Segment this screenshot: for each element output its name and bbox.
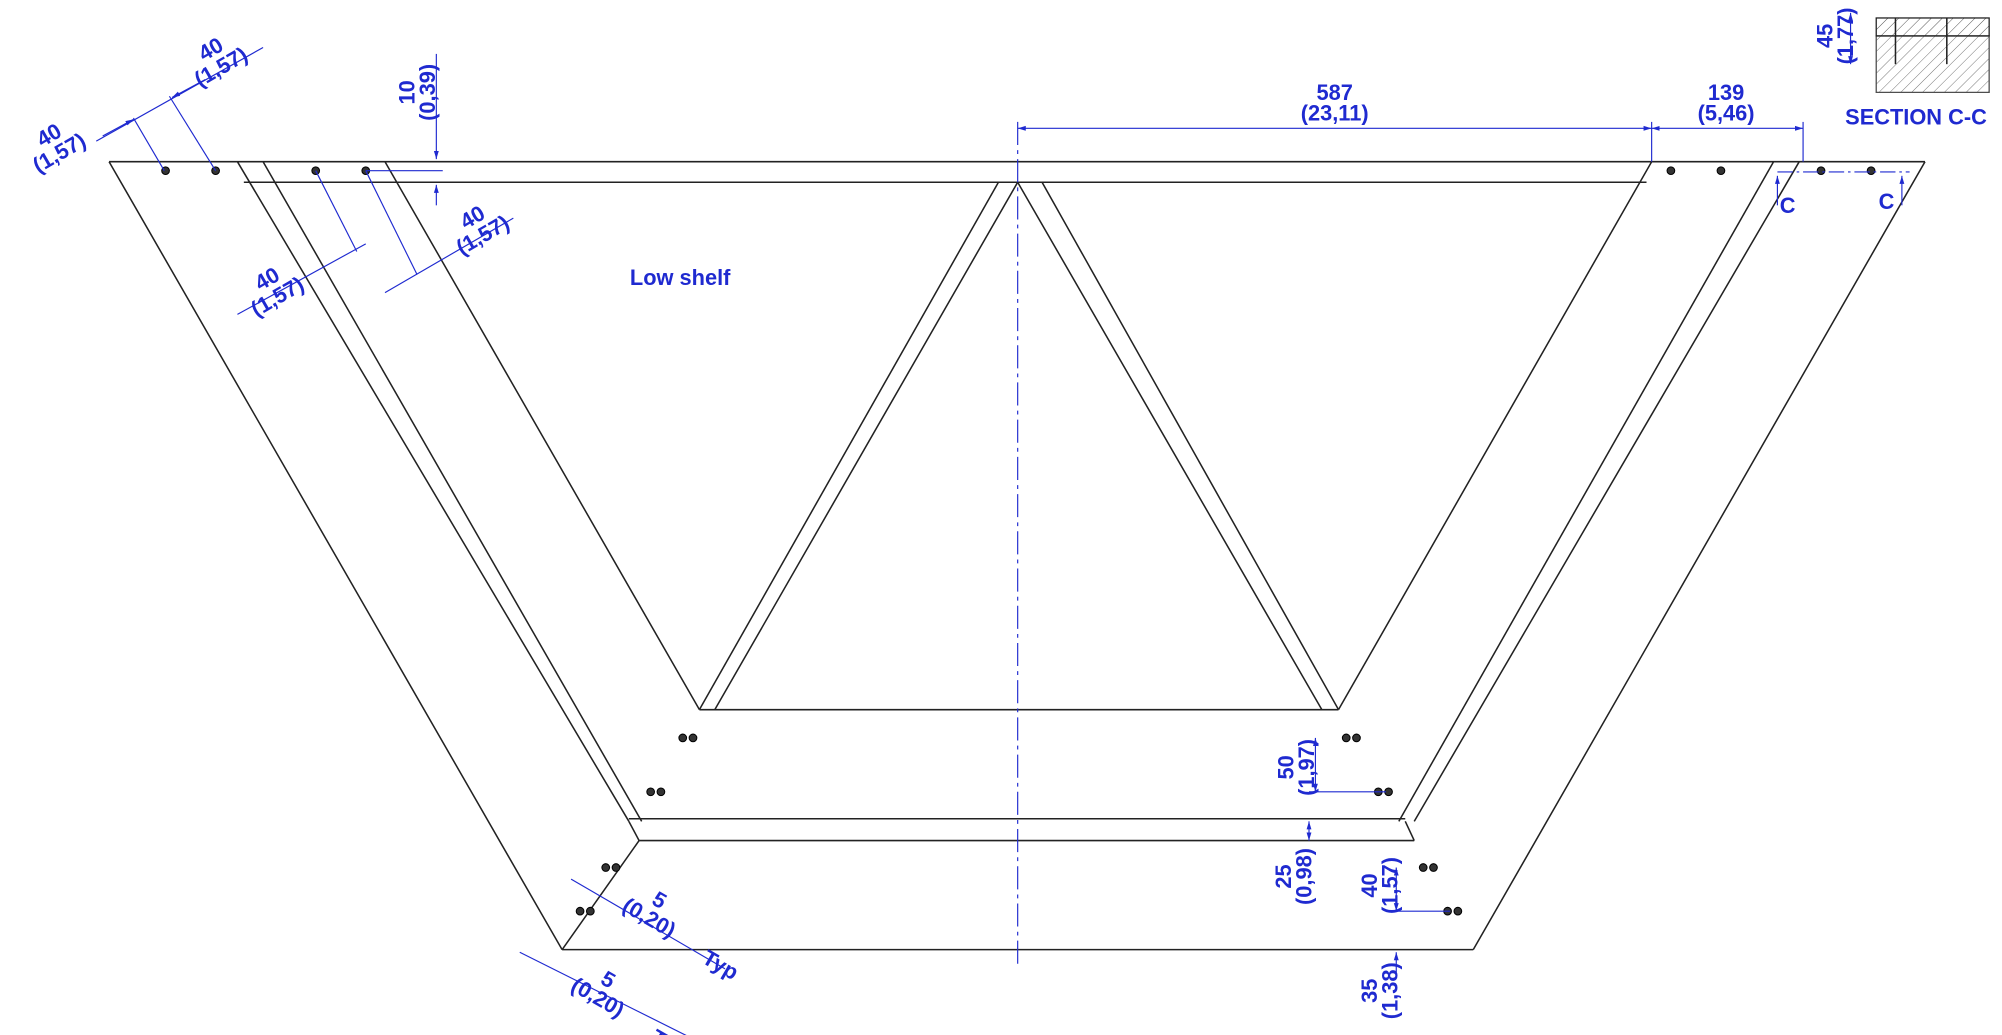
dimension-inch: (5,46) (1698, 101, 1755, 126)
section-marker: C (1879, 189, 1895, 214)
dimension-value: 587 (1316, 80, 1352, 105)
dimension-inch: (0,98) (1292, 848, 1317, 905)
bolts (161, 166, 1876, 916)
section-title: SECTION C-C (1845, 104, 1987, 129)
typ-note: Typ (647, 1024, 692, 1035)
dimension: 5(0,20)Typ (618, 886, 743, 985)
dimension-inch: (0,39) (415, 64, 440, 121)
section-view: SECTION C-C C C (1780, 12, 1990, 218)
dimension: 35(1,38) (1357, 962, 1403, 1019)
dimension-value: 40 (1357, 873, 1382, 897)
dimension-value: 50 (1274, 755, 1299, 779)
dimension: 40(1,57) (1357, 857, 1403, 914)
dimension-inch: (1,77) (1833, 7, 1858, 64)
dimension: 40(1,57) (28, 118, 90, 178)
dimension: 45(1,77) (1813, 7, 1859, 64)
dimension: 25(0,98) (1271, 848, 1317, 905)
dimension: 40(1,57) (190, 32, 252, 92)
section-marker: C (1780, 193, 1796, 218)
dimension: 587(23,11) (1301, 80, 1369, 126)
title: Low shelf (630, 265, 731, 290)
frame (108, 121, 1926, 969)
dimension-value: 45 (1813, 24, 1838, 48)
dimension-value: 35 (1357, 979, 1382, 1003)
typ-note: Typ (698, 945, 743, 985)
dimension-inch: (0,20) (567, 972, 629, 1022)
dimension-value: 25 (1271, 864, 1296, 888)
dimension: 139(5,46) (1698, 80, 1755, 126)
dimension-inch: (0,20) (618, 893, 680, 943)
dimension-inch: (23,11) (1301, 101, 1369, 126)
dimension-lines (95, 46, 1910, 1035)
dimension-value: 10 (395, 80, 420, 104)
dimension-inch: (1,38) (1378, 962, 1403, 1019)
dimension: 10(0,39) (395, 64, 441, 121)
dimension-inch: (1,57) (1378, 857, 1403, 914)
dimension-inch: (1,97) (1294, 739, 1319, 796)
dimension: 50(1,97) (1274, 739, 1320, 796)
dimension: 40(1,57) (452, 200, 514, 260)
dimension-value: 139 (1708, 80, 1744, 105)
dimension: 5(0,20)Typ (567, 966, 692, 1035)
